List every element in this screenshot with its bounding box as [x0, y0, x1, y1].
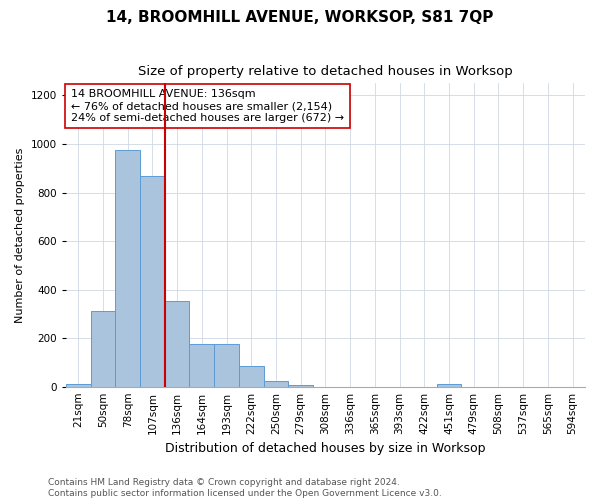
Bar [66, 384, 91, 386]
Bar [437, 384, 461, 386]
Bar [190, 344, 214, 387]
Bar [140, 176, 165, 386]
Text: Contains HM Land Registry data © Crown copyright and database right 2024.
Contai: Contains HM Land Registry data © Crown c… [48, 478, 442, 498]
Bar [115, 150, 140, 386]
Y-axis label: Number of detached properties: Number of detached properties [15, 148, 25, 322]
Title: Size of property relative to detached houses in Worksop: Size of property relative to detached ho… [138, 65, 513, 78]
Bar [214, 344, 239, 387]
Bar [91, 312, 115, 386]
X-axis label: Distribution of detached houses by size in Worksop: Distribution of detached houses by size … [165, 442, 485, 455]
Text: 14, BROOMHILL AVENUE, WORKSOP, S81 7QP: 14, BROOMHILL AVENUE, WORKSOP, S81 7QP [106, 10, 494, 25]
Text: 14 BROOMHILL AVENUE: 136sqm
← 76% of detached houses are smaller (2,154)
24% of : 14 BROOMHILL AVENUE: 136sqm ← 76% of det… [71, 90, 344, 122]
Bar [263, 380, 289, 386]
Bar [239, 366, 263, 386]
Bar [165, 300, 190, 386]
